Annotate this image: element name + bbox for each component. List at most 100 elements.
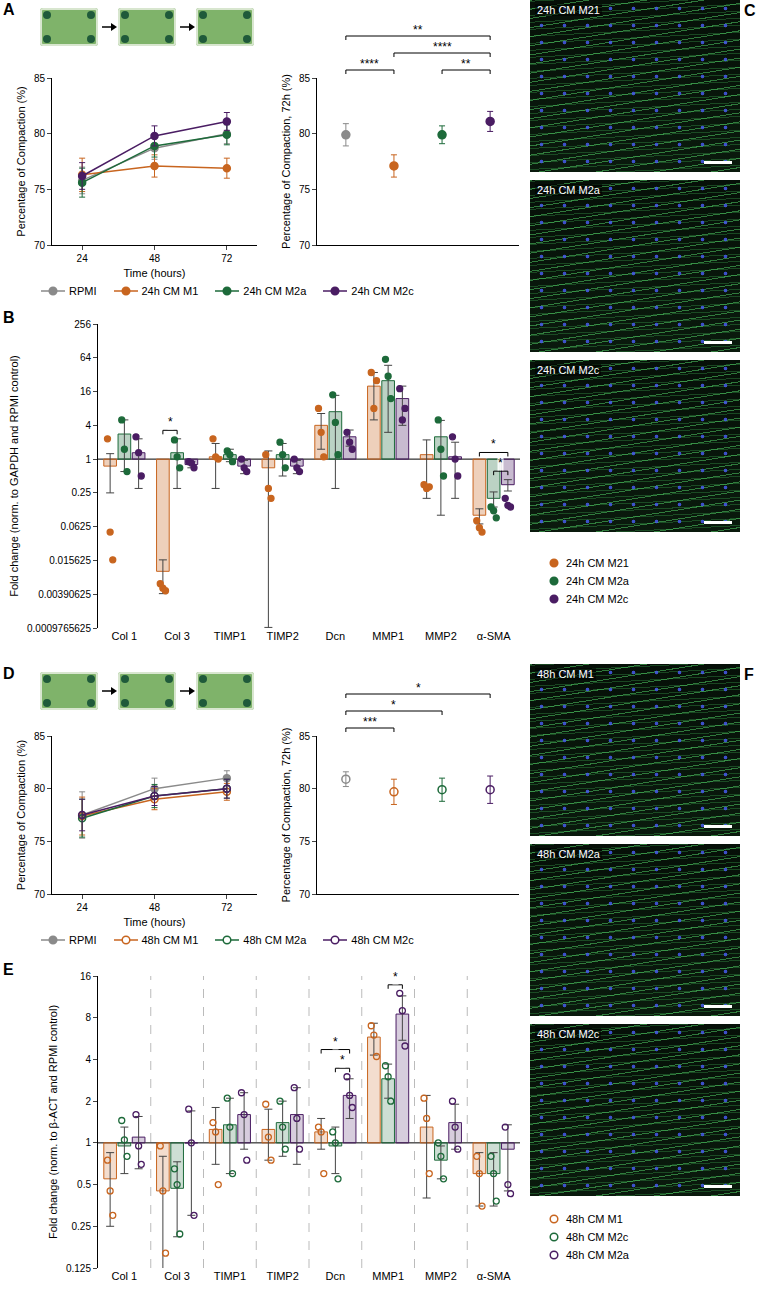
- html-text:24h CM M2c: 24h CM M2c: [566, 593, 629, 606]
- svg-text:*: *: [498, 456, 503, 470]
- svg-text:Percentage of Compaction, 72h: Percentage of Compaction, 72h (%): [280, 74, 292, 249]
- svg-text:Percentage of Compaction (%): Percentage of Compaction (%): [15, 86, 27, 236]
- html-text:C: C: [744, 2, 756, 19]
- svg-text:MMP1: MMP1: [372, 1270, 404, 1282]
- html-text:48h CM M2c: 48h CM M2c: [351, 934, 414, 947]
- svg-text:75: 75: [299, 836, 311, 847]
- svg-text:0.0009765625: 0.0009765625: [27, 623, 91, 634]
- svg-text:****: ****: [360, 57, 379, 71]
- html-text:48h CM M2a: 48h CM M2a: [566, 1249, 629, 1262]
- svg-text:Col 3: Col 3: [164, 1270, 190, 1282]
- html-text:24h CM M21: 24h CM M21: [537, 4, 600, 16]
- html-text:48h CM M1: 48h CM M1: [141, 934, 199, 947]
- svg-text:Col 1: Col 1: [112, 1270, 138, 1282]
- svg-text:85: 85: [34, 73, 46, 84]
- svg-text:70: 70: [34, 240, 46, 251]
- html-text:RPMI: RPMI: [69, 285, 97, 298]
- svg-text:0.00390625: 0.00390625: [38, 589, 91, 600]
- html-text:48h CM M1: 48h CM M1: [566, 1213, 623, 1226]
- svg-text:0.5: 0.5: [77, 1179, 91, 1190]
- svg-text:0.0625: 0.0625: [60, 521, 91, 532]
- svg-text:Time (hours): Time (hours): [124, 916, 186, 928]
- svg-text:Dcn: Dcn: [326, 1270, 346, 1282]
- svg-text:Fold change (norm. to GAPDH an: Fold change (norm. to GAPDH and RPMI con…: [8, 355, 20, 596]
- svg-text:Col 1: Col 1: [112, 630, 138, 642]
- svg-text:72: 72: [221, 902, 233, 913]
- svg-text:*: *: [416, 681, 421, 695]
- html-text:24h CM M2a: 24h CM M2a: [566, 575, 629, 588]
- svg-text:75: 75: [34, 836, 46, 847]
- svg-text:Percentage of Compaction, 72h: Percentage of Compaction, 72h (%): [280, 728, 292, 903]
- html-text:RPMI: RPMI: [69, 934, 97, 947]
- svg-text:24: 24: [77, 902, 89, 913]
- svg-text:8: 8: [85, 1012, 91, 1023]
- html-text:48h CM M2a: 48h CM M2a: [243, 934, 307, 947]
- svg-text:0.25: 0.25: [72, 487, 92, 498]
- svg-text:48: 48: [149, 902, 161, 913]
- svg-text:2: 2: [85, 1096, 91, 1107]
- svg-text:72: 72: [221, 253, 233, 264]
- svg-text:1: 1: [85, 1137, 91, 1148]
- svg-text:1: 1: [85, 454, 91, 465]
- svg-text:TIMP2: TIMP2: [266, 1270, 298, 1282]
- svg-text:0.015625: 0.015625: [49, 555, 91, 566]
- svg-text:64: 64: [80, 352, 92, 363]
- svg-text:80: 80: [34, 783, 46, 794]
- svg-text:Col 3: Col 3: [164, 630, 190, 642]
- html-text:B: B: [3, 309, 15, 326]
- svg-text:80: 80: [299, 128, 311, 139]
- html-text:A: A: [3, 1, 15, 18]
- svg-text:85: 85: [299, 731, 311, 742]
- svg-text:α-SMA: α-SMA: [477, 1270, 512, 1282]
- svg-text:0.125: 0.125: [66, 1263, 91, 1274]
- html-text:24h CM M1: 24h CM M1: [141, 285, 199, 298]
- html-text:24h CM M2c: 24h CM M2c: [351, 285, 414, 298]
- svg-text:85: 85: [299, 73, 311, 84]
- svg-text:Time (hours): Time (hours): [124, 267, 186, 279]
- html-text:D: D: [3, 665, 15, 682]
- svg-text:*: *: [340, 1053, 345, 1067]
- svg-text:Dcn: Dcn: [326, 630, 346, 642]
- svg-text:TIMP2: TIMP2: [266, 630, 298, 642]
- svg-text:80: 80: [299, 783, 311, 794]
- svg-text:****: ****: [433, 40, 452, 54]
- svg-text:70: 70: [299, 240, 311, 251]
- svg-text:TIMP1: TIMP1: [214, 630, 246, 642]
- svg-text:256: 256: [74, 319, 91, 330]
- svg-text:4: 4: [85, 1054, 91, 1065]
- html-text:24h CM M2a: 24h CM M2a: [537, 184, 600, 196]
- html-text:24h CM M2a: 24h CM M2a: [243, 285, 307, 298]
- svg-text:Percentage of Compaction (%): Percentage of Compaction (%): [15, 740, 27, 890]
- svg-text:α-SMA: α-SMA: [477, 630, 512, 642]
- html-text:48h CM M1: 48h CM M1: [537, 668, 594, 680]
- svg-text:*: *: [333, 1035, 338, 1049]
- svg-text:*: *: [491, 437, 496, 451]
- svg-text:Fold change (norm. to β-ACT an: Fold change (norm. to β-ACT and RPMI con…: [47, 1005, 59, 1239]
- svg-text:*: *: [391, 698, 396, 712]
- svg-text:16: 16: [80, 971, 92, 982]
- svg-text:75: 75: [299, 184, 311, 195]
- html-text:48h CM M2c: 48h CM M2c: [566, 1231, 629, 1244]
- html-text:24h CM M2c: 24h CM M2c: [537, 364, 600, 376]
- svg-text:24: 24: [77, 253, 89, 264]
- svg-text:85: 85: [34, 731, 46, 742]
- svg-text:TIMP1: TIMP1: [214, 1270, 246, 1282]
- html-text:24h CM M21: 24h CM M21: [566, 557, 629, 570]
- html-text:48h CM M2a: 48h CM M2a: [537, 848, 600, 860]
- svg-text:4: 4: [85, 420, 91, 431]
- svg-text:80: 80: [34, 128, 46, 139]
- svg-text:16: 16: [80, 386, 92, 397]
- svg-text:48: 48: [149, 253, 161, 264]
- svg-text:0.25: 0.25: [72, 1221, 92, 1232]
- svg-text:*: *: [168, 415, 173, 429]
- svg-text:70: 70: [299, 889, 311, 900]
- svg-text:**: **: [413, 23, 423, 37]
- svg-text:***: ***: [363, 715, 377, 729]
- svg-text:MMP1: MMP1: [372, 630, 404, 642]
- svg-text:75: 75: [34, 184, 46, 195]
- svg-text:MMP2: MMP2: [425, 630, 457, 642]
- svg-text:*: *: [393, 970, 398, 984]
- svg-text:70: 70: [34, 889, 46, 900]
- svg-text:MMP2: MMP2: [425, 1270, 457, 1282]
- svg-text:**: **: [461, 57, 471, 71]
